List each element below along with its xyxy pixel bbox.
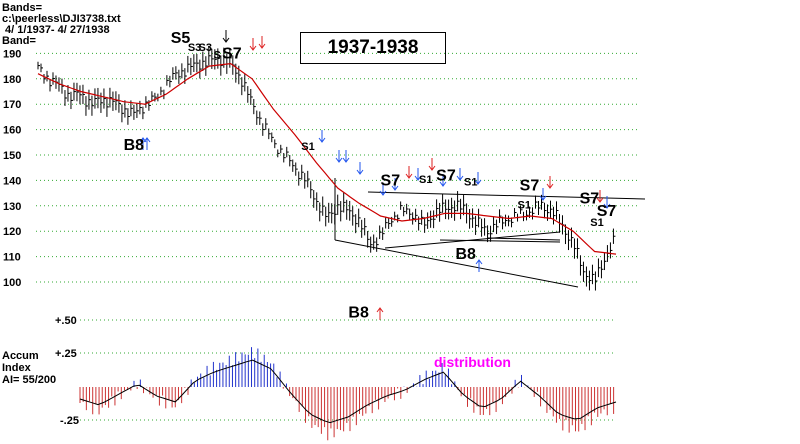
y-tick-label: 110 (3, 252, 21, 264)
y-tick-label: 180 (3, 74, 21, 86)
signal-label: S7 (381, 172, 401, 189)
header-file: c:\peerless\DJI3738.txt (2, 13, 121, 25)
sell-arrow-head (405, 173, 413, 179)
sell-arrow-head (258, 43, 266, 49)
signal-label: S7 (436, 167, 456, 184)
buy-arrow-head (139, 137, 147, 143)
y-tick-label: 130 (3, 201, 21, 213)
signal-label: S7 (597, 203, 617, 220)
accum-tick-label: +.25 (55, 348, 77, 360)
y-tick-label: 170 (3, 99, 21, 111)
sell-arrow-head (414, 175, 422, 181)
ai-label: AI= 55/200 (2, 374, 57, 386)
distribution-note: distribution (434, 354, 511, 370)
trendline (439, 239, 561, 243)
sell-arrow-head (335, 157, 343, 163)
trendline (367, 191, 646, 200)
trendline (487, 237, 561, 241)
sell-arrow-head (456, 175, 464, 181)
sell-arrow-head (428, 165, 436, 171)
sell-arrow-head (539, 195, 547, 201)
signal-label: B8 (124, 137, 145, 154)
trendline (334, 239, 579, 288)
sell-arrow-head (249, 45, 257, 51)
signal-label: B8 (348, 305, 369, 322)
sell-arrow-head (596, 197, 604, 203)
accum-tick-label: -.25 (60, 415, 79, 427)
y-tick-label: 100 (3, 277, 21, 289)
index-label: Index (2, 362, 31, 374)
accum-ma-line (79, 359, 617, 424)
header-band: Band= (2, 35, 36, 47)
trendlines (334, 178, 646, 288)
sell-arrow-head (318, 137, 326, 143)
signal-arrows (139, 30, 611, 320)
signal-label: B8 (455, 246, 476, 263)
buy-arrow-head (376, 307, 384, 313)
sell-arrow-head (546, 183, 554, 189)
price-series (37, 45, 616, 291)
signal-label: S1 (590, 217, 603, 229)
signal-label: S7 (520, 178, 540, 195)
header-dates: 4/ 1/1937- 4/ 27/1938 (2, 24, 110, 36)
ma-line (37, 62, 617, 255)
signal-label: S3 (199, 42, 212, 54)
sell-arrow-head (379, 190, 387, 196)
sell-arrow-head (356, 169, 364, 175)
signal-label: S7 (222, 45, 242, 62)
chart-grid (36, 52, 640, 283)
accum-label: Accum (2, 350, 39, 362)
signal-label: S1 (419, 174, 432, 186)
signal-label: S1 (518, 199, 531, 211)
accum-index-panel: +.50 +.25 -.25 (55, 315, 617, 441)
signal-label: S1 (301, 141, 314, 153)
y-tick-label: 140 (3, 175, 21, 187)
signal-label: S (214, 49, 221, 61)
moving-average-series (37, 62, 617, 255)
signal-label: S5 (171, 30, 191, 47)
signal-label: S7 (580, 190, 600, 207)
y-tick-label: 190 (3, 48, 21, 60)
y-tick-label: 160 (3, 125, 21, 137)
sell-arrow-head (391, 185, 399, 191)
sell-arrow-head (439, 181, 447, 187)
buy-arrow-head (475, 259, 483, 265)
signal-label: S1 (464, 176, 477, 188)
y-axis-tick-labels: 100 110 120 130 140 150 160 170 180 190 (3, 48, 21, 289)
y-tick-label: 150 (3, 150, 21, 162)
trendline (384, 231, 561, 249)
y-tick-label: 120 (3, 226, 21, 238)
header-bands: Bands= (2, 2, 43, 14)
sell-arrow-head (342, 157, 350, 163)
sell-arrow-head (222, 37, 230, 43)
sell-arrow-head (603, 203, 611, 209)
sell-arrow-head (474, 179, 482, 185)
accum-tick-label: +.50 (55, 315, 77, 327)
signal-label: S3 (188, 42, 201, 54)
chart-title: 1937-1938 (300, 32, 446, 64)
